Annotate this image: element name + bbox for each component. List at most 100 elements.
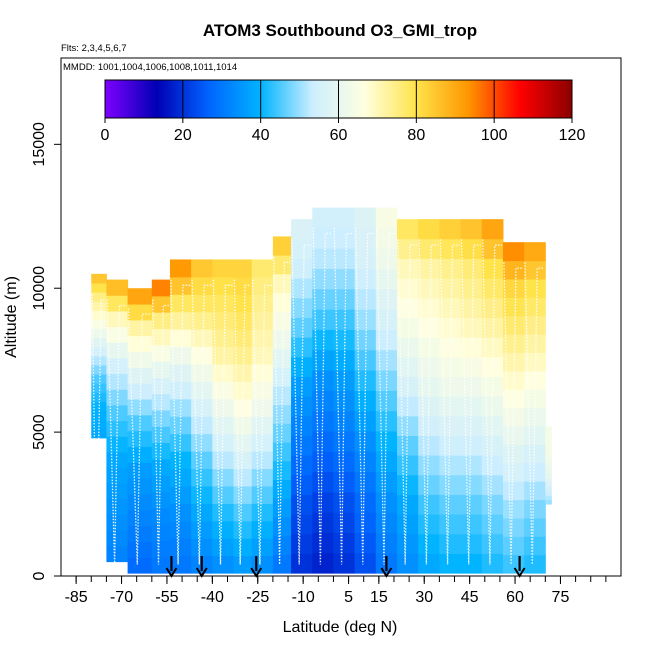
heatmap-cell xyxy=(545,426,552,432)
heatmap-cell xyxy=(481,435,504,456)
heatmap-cell xyxy=(439,415,462,436)
flight-track xyxy=(233,279,251,565)
heatmap-cell xyxy=(233,346,253,365)
heatmap-cell xyxy=(481,455,504,476)
heatmap-cell xyxy=(251,294,274,313)
heatmap-cell xyxy=(106,342,129,359)
heatmap-cell xyxy=(127,351,153,368)
heatmap-cell xyxy=(212,451,235,470)
heatmap-cell xyxy=(151,410,171,427)
heatmap-cell xyxy=(375,430,398,452)
heatmap-cell xyxy=(502,481,525,501)
heatmap-cell xyxy=(312,268,334,290)
heatmap-cell xyxy=(91,346,107,357)
heatmap-cell xyxy=(354,532,377,554)
heatmap-cell xyxy=(524,260,546,280)
heatmap-cell xyxy=(397,415,419,436)
heatmap-cell xyxy=(333,430,356,452)
heatmap-cell xyxy=(212,364,235,382)
heatmap-cell xyxy=(233,451,253,470)
heatmap-cell xyxy=(354,207,377,229)
heatmap-cell xyxy=(418,533,440,554)
heatmap-cell xyxy=(233,294,253,313)
heatmap-cell xyxy=(460,533,483,554)
heatmap-cell xyxy=(545,460,552,466)
heatmap-cell xyxy=(169,451,192,470)
y-tick-label: 10000 xyxy=(31,266,48,311)
heatmap-cell xyxy=(151,279,171,297)
heatmap-cell xyxy=(191,259,213,278)
heatmap-cell xyxy=(291,258,313,279)
heatmap-cell xyxy=(233,520,253,539)
heatmap-cell xyxy=(524,407,546,427)
heatmap-cell xyxy=(291,219,313,240)
heatmap-cell xyxy=(191,520,213,539)
heatmap-cell xyxy=(333,370,356,391)
heatmap-cell xyxy=(272,255,292,275)
heatmap-cell xyxy=(481,494,504,515)
x-tick-label: -70 xyxy=(110,589,133,606)
chart-title: ATOM3 Southbound O3_GMI_trop xyxy=(203,21,477,40)
heatmap-cell xyxy=(460,474,483,495)
heatmap-cell xyxy=(312,207,334,229)
heatmap-cell xyxy=(169,433,192,452)
heatmap-cell xyxy=(545,486,552,492)
heatmap-cell xyxy=(354,288,377,310)
heatmap-cell xyxy=(312,552,334,574)
heatmap-cell xyxy=(151,344,171,362)
heatmap-cell xyxy=(333,512,356,534)
heatmap-cell xyxy=(354,430,377,452)
heatmap-cell xyxy=(460,494,483,515)
heatmap-cell xyxy=(545,439,552,445)
heatmap-cell xyxy=(191,485,213,504)
heatmap-cell xyxy=(375,268,398,290)
heatmap-cell xyxy=(212,538,235,557)
heatmap-cell xyxy=(127,478,153,495)
heatmap-cell xyxy=(354,370,377,391)
heatmap-cell xyxy=(191,538,213,557)
flight-track xyxy=(333,227,354,565)
heatmap-cell xyxy=(212,520,235,539)
heatmap-cell xyxy=(460,238,483,259)
heatmap-cell xyxy=(375,451,398,473)
heatmap-cell xyxy=(212,503,235,522)
heatmap-cell xyxy=(106,357,129,375)
x-tick-label: 15 xyxy=(370,589,388,606)
heatmap-cell xyxy=(333,471,356,493)
heatmap-cell xyxy=(481,514,504,535)
heatmap-cell xyxy=(91,310,107,320)
heatmap-cell xyxy=(460,435,483,456)
heatmap-cell xyxy=(106,326,129,343)
flight-track xyxy=(397,239,418,565)
heatmap-cell xyxy=(460,258,483,279)
heatmap-cell xyxy=(191,433,213,452)
colorbar-tick-label: 40 xyxy=(252,127,270,144)
heatmap-cell xyxy=(169,294,192,313)
heatmap-cell xyxy=(272,554,292,574)
heatmap-cell xyxy=(312,451,334,473)
heatmap-cell xyxy=(291,435,313,456)
heatmap-cell xyxy=(312,532,334,554)
heatmap-cell xyxy=(169,311,192,330)
heatmap-cell xyxy=(524,278,546,298)
colorbar-tick-label: 80 xyxy=(407,127,425,144)
heatmap-cell xyxy=(460,297,483,318)
heatmap-cell xyxy=(91,273,107,284)
heatmap-cell xyxy=(291,474,313,495)
heatmap-cell xyxy=(272,292,292,312)
heatmap-cells xyxy=(91,207,552,574)
heatmap-cell xyxy=(481,376,504,397)
heatmap-cell xyxy=(151,295,171,313)
heatmap-cell xyxy=(212,329,235,348)
heatmap-cell xyxy=(502,242,525,262)
y-tick-label: 15000 xyxy=(31,122,48,167)
heatmap-cell xyxy=(375,491,398,513)
heatmap-cell xyxy=(545,473,552,479)
heatmap-cell xyxy=(333,309,356,330)
heatmap-cell xyxy=(418,238,440,259)
heatmap-cell xyxy=(291,297,313,318)
heatmap-cell xyxy=(333,207,356,229)
heatmap-cell xyxy=(333,268,356,290)
heatmap-cell xyxy=(91,428,107,439)
x-axis-label: Latitude (deg N) xyxy=(283,619,398,636)
